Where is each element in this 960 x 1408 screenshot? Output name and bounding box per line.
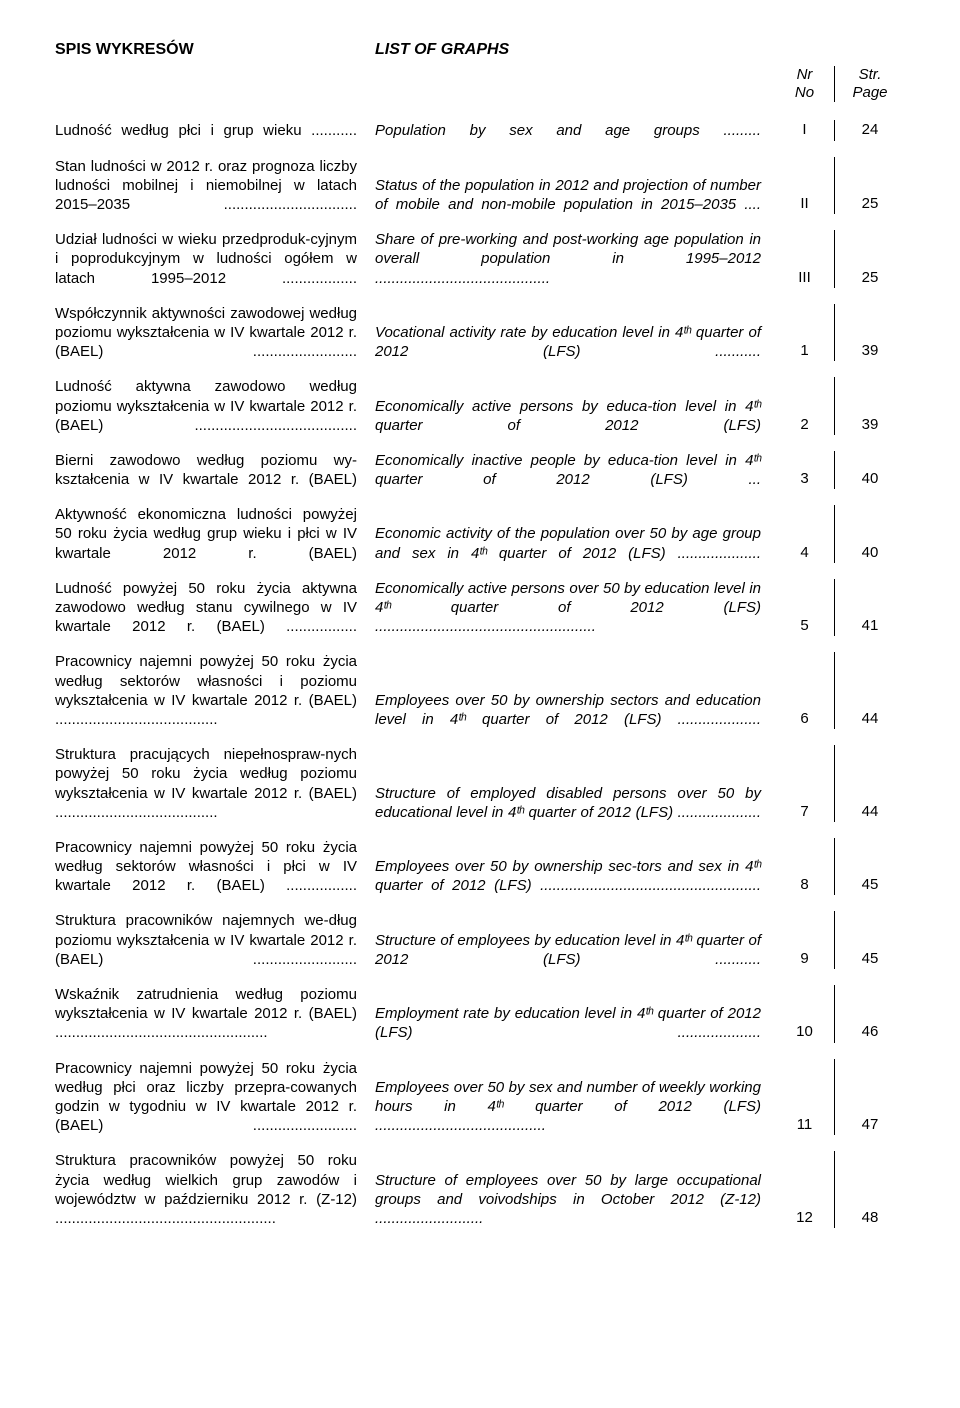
title-polish: SPIS WYKRESÓW bbox=[55, 40, 375, 60]
table-row: Struktura pracowników najemnych we-dług … bbox=[55, 911, 905, 969]
cell-english: Employment rate by education level in 4ᵗ… bbox=[375, 1004, 775, 1042]
cell-english: Status of the population in 2012 and pro… bbox=[375, 176, 775, 214]
cell-page: 25 bbox=[835, 157, 905, 215]
cell-english: Economically active persons over 50 by e… bbox=[375, 579, 775, 637]
cell-english: Employees over 50 by ownership sectors a… bbox=[375, 691, 775, 729]
header-page: Str. Page bbox=[835, 66, 905, 102]
table-row: Ludność aktywna zawodowo według poziomu … bbox=[55, 377, 905, 435]
cell-nr: 3 bbox=[775, 451, 835, 489]
cell-polish: Struktura pracujących niepełnospraw-nych… bbox=[55, 745, 375, 822]
cell-polish: Wskaźnik zatrudnienia według poziomu wyk… bbox=[55, 985, 375, 1043]
cell-nr: 11 bbox=[775, 1059, 835, 1136]
cell-english: Structure of employees over 50 by large … bbox=[375, 1171, 775, 1229]
cell-nr: 10 bbox=[775, 985, 835, 1043]
table-body: Ludność według płci i grup wieku .......… bbox=[55, 120, 905, 1228]
cell-english: Share of pre-working and post-working ag… bbox=[375, 230, 775, 288]
cell-page: 25 bbox=[835, 230, 905, 288]
cell-nr: I bbox=[775, 120, 835, 140]
cell-english: Structure of employed disabled persons o… bbox=[375, 784, 775, 822]
cell-english: Structure of employees by education leve… bbox=[375, 931, 775, 969]
table-row: Pracownicy najemni powyżej 50 roku życia… bbox=[55, 1059, 905, 1136]
cell-english: Population by sex and age groups .......… bbox=[375, 121, 775, 140]
cell-nr: 7 bbox=[775, 745, 835, 822]
titles-row: SPIS WYKRESÓW LIST OF GRAPHS bbox=[55, 40, 905, 60]
cell-polish: Udział ludności w wieku przedproduk-cyjn… bbox=[55, 230, 375, 288]
cell-page: 44 bbox=[835, 745, 905, 822]
table-row: Stan ludności w 2012 r. oraz prognoza li… bbox=[55, 157, 905, 215]
cell-english: Employees over 50 by ownership sec-tors … bbox=[375, 857, 775, 895]
cell-polish: Struktura pracowników powyżej 50 roku ży… bbox=[55, 1151, 375, 1228]
header-nr: Nr No bbox=[775, 66, 835, 102]
table-row: Pracownicy najemni powyżej 50 roku życia… bbox=[55, 838, 905, 896]
header-nr-pl: Nr bbox=[779, 66, 830, 84]
cell-polish: Ludność aktywna zawodowo według poziomu … bbox=[55, 377, 375, 435]
header-page-en: Page bbox=[839, 84, 901, 102]
cell-nr: 9 bbox=[775, 911, 835, 969]
cell-page: 44 bbox=[835, 652, 905, 729]
table-row: Ludność według płci i grup wieku .......… bbox=[55, 120, 905, 140]
cell-page: 45 bbox=[835, 838, 905, 896]
cell-nr: 4 bbox=[775, 505, 835, 563]
column-headers: Nr No Str. Page bbox=[55, 66, 905, 102]
cell-page: 40 bbox=[835, 451, 905, 489]
cell-nr: 12 bbox=[775, 1151, 835, 1228]
cell-english: Vocational activity rate by education le… bbox=[375, 323, 775, 361]
cell-polish: Współczynnik aktywności zawodowej według… bbox=[55, 304, 375, 362]
cell-nr: 5 bbox=[775, 579, 835, 637]
cell-page: 47 bbox=[835, 1059, 905, 1136]
table-row: Ludność powyżej 50 roku życia aktywna za… bbox=[55, 579, 905, 637]
cell-polish: Bierni zawodowo według poziomu wy-kształ… bbox=[55, 451, 375, 489]
cell-polish: Ludność według płci i grup wieku .......… bbox=[55, 121, 375, 140]
cell-english: Economically inactive people by educa-ti… bbox=[375, 451, 775, 489]
table-row: Współczynnik aktywności zawodowej według… bbox=[55, 304, 905, 362]
cell-polish: Pracownicy najemni powyżej 50 roku życia… bbox=[55, 838, 375, 896]
cell-polish: Pracownicy najemni powyżej 50 roku życia… bbox=[55, 1059, 375, 1136]
title-english: LIST OF GRAPHS bbox=[375, 40, 905, 60]
cell-page: 48 bbox=[835, 1151, 905, 1228]
cell-english: Economic activity of the population over… bbox=[375, 524, 775, 562]
cell-polish: Stan ludności w 2012 r. oraz prognoza li… bbox=[55, 157, 375, 215]
table-row: Udział ludności w wieku przedproduk-cyjn… bbox=[55, 230, 905, 288]
table-row: Struktura pracujących niepełnospraw-nych… bbox=[55, 745, 905, 822]
cell-nr: III bbox=[775, 230, 835, 288]
cell-page: 46 bbox=[835, 985, 905, 1043]
cell-nr: II bbox=[775, 157, 835, 215]
cell-english: Economically active persons by educa-tio… bbox=[375, 397, 775, 435]
cell-english: Employees over 50 by sex and number of w… bbox=[375, 1078, 775, 1136]
cell-polish: Pracownicy najemni powyżej 50 roku życia… bbox=[55, 652, 375, 729]
table-row: Bierni zawodowo według poziomu wy-kształ… bbox=[55, 451, 905, 489]
cell-page: 39 bbox=[835, 377, 905, 435]
cell-page: 41 bbox=[835, 579, 905, 637]
header-nr-en: No bbox=[779, 84, 830, 102]
cell-page: 45 bbox=[835, 911, 905, 969]
cell-page: 40 bbox=[835, 505, 905, 563]
cell-nr: 8 bbox=[775, 838, 835, 896]
cell-nr: 6 bbox=[775, 652, 835, 729]
cell-polish: Aktywność ekonomiczna ludności powyżej 5… bbox=[55, 505, 375, 563]
cell-nr: 1 bbox=[775, 304, 835, 362]
table-row: Wskaźnik zatrudnienia według poziomu wyk… bbox=[55, 985, 905, 1043]
cell-page: 24 bbox=[835, 120, 905, 140]
cell-polish: Ludność powyżej 50 roku życia aktywna za… bbox=[55, 579, 375, 637]
cell-page: 39 bbox=[835, 304, 905, 362]
table-row: Aktywność ekonomiczna ludności powyżej 5… bbox=[55, 505, 905, 563]
cell-polish: Struktura pracowników najemnych we-dług … bbox=[55, 911, 375, 969]
table-row: Pracownicy najemni powyżej 50 roku życia… bbox=[55, 652, 905, 729]
cell-nr: 2 bbox=[775, 377, 835, 435]
table-row: Struktura pracowników powyżej 50 roku ży… bbox=[55, 1151, 905, 1228]
header-page-pl: Str. bbox=[839, 66, 901, 84]
